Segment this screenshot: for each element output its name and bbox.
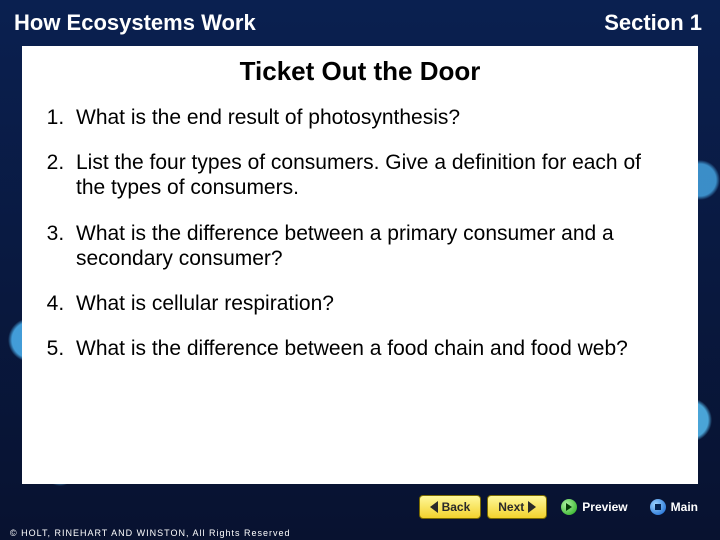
section-label: Section 1: [604, 10, 702, 36]
next-label: Next: [498, 500, 524, 514]
chapter-title: How Ecosystems Work: [14, 10, 256, 36]
copyright-text: © HOLT, RINEHART AND WINSTON, All Rights…: [10, 528, 291, 538]
list-item: What is the end result of photosynthesis…: [70, 97, 690, 138]
back-button[interactable]: Back: [419, 495, 482, 519]
content-panel: Ticket Out the Door What is the end resu…: [22, 46, 698, 484]
nav-bar: Back Next Preview Main: [0, 492, 720, 522]
slide-title: Ticket Out the Door: [30, 56, 690, 87]
main-button[interactable]: Main: [642, 495, 706, 519]
list-item: What is cellular respiration?: [70, 283, 690, 324]
preview-button[interactable]: Preview: [553, 495, 635, 519]
chevron-left-icon: [430, 501, 438, 513]
list-item: What is the difference between a primary…: [70, 213, 690, 279]
main-label: Main: [671, 500, 698, 514]
back-label: Back: [442, 500, 471, 514]
list-item: List the four types of consumers. Give a…: [70, 142, 690, 208]
preview-icon: [561, 499, 577, 515]
chevron-right-icon: [528, 501, 536, 513]
list-item: What is the difference between a food ch…: [70, 328, 690, 369]
copyright: © HOLT, RINEHART AND WINSTON, All Rights…: [10, 528, 291, 538]
slide-header: How Ecosystems Work Section 1: [0, 0, 720, 46]
slide: How Ecosystems Work Section 1 Ticket Out…: [0, 0, 720, 540]
preview-label: Preview: [582, 500, 627, 514]
question-list: What is the end result of photosynthesis…: [30, 97, 690, 369]
next-button[interactable]: Next: [487, 495, 547, 519]
main-icon: [650, 499, 666, 515]
